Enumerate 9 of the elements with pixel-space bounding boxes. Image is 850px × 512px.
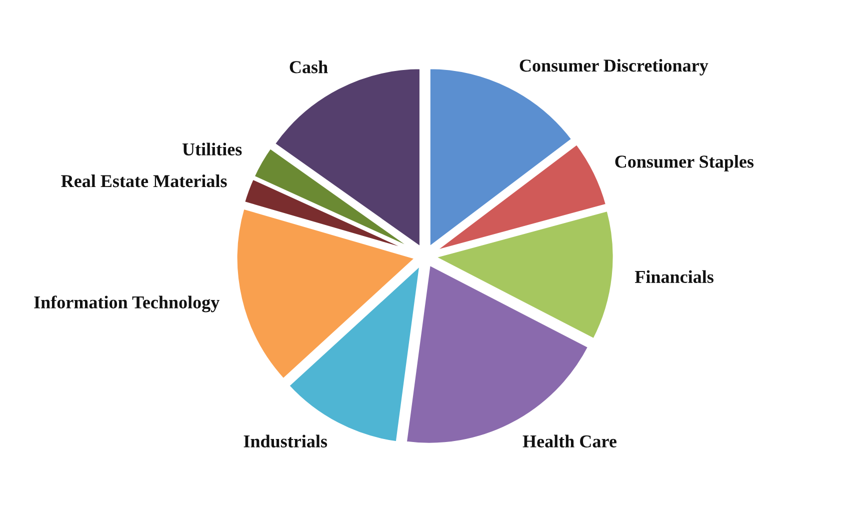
slice-label: Health Care (522, 434, 616, 448)
slice-label: Consumer Discretionary (520, 59, 708, 76)
slice-label: Industrials (244, 434, 328, 448)
slice-label: Financials (634, 270, 714, 283)
slice-label: Consumer Staples (615, 155, 754, 172)
slice-label: Information Technology (34, 296, 220, 312)
slice-label: Utilities (182, 142, 242, 156)
slice-label: Cash (290, 60, 328, 74)
slice-label: Real Estate Materials (61, 174, 227, 188)
